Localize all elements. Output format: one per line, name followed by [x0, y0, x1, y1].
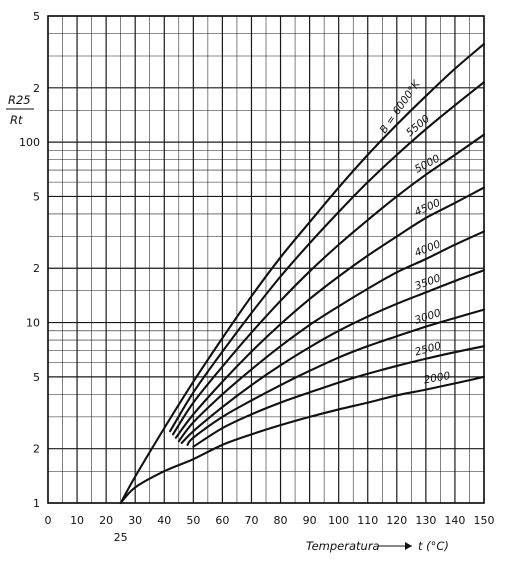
series-label: 5000	[413, 152, 443, 175]
y-tick-label: 10	[26, 317, 40, 330]
y-axis-label: R25 Rt	[6, 93, 34, 127]
x-tick-label: 150	[474, 514, 495, 527]
series-label: 4500	[413, 197, 443, 219]
series-line-5500	[169, 81, 486, 433]
x-tick-label: 20	[99, 514, 113, 527]
x-axis-unit: t (°C)	[418, 539, 449, 553]
x-axis-title: Temperatura t (°C)	[306, 539, 449, 553]
x-tick-label: 30	[128, 514, 142, 527]
y-tick-label: 2	[33, 443, 40, 456]
x-tick-label: 25	[114, 531, 128, 544]
x-tick-label: 100	[328, 514, 349, 527]
x-tick-label: 0	[45, 514, 52, 527]
x-tick-label: 110	[357, 514, 378, 527]
y-tick-label: 2	[33, 262, 40, 275]
x-tick-label: 10	[70, 514, 84, 527]
y-tick-label: 1	[33, 497, 40, 510]
y-axis-label-numerator: R25	[8, 93, 31, 107]
x-axis-arrow-head	[405, 542, 412, 550]
y-tick-label: 2	[33, 82, 40, 95]
y-axis-label-denominator: Rt	[10, 113, 23, 127]
series-line-3500	[180, 269, 486, 445]
x-tick-label: 60	[215, 514, 229, 527]
x-tick-label: 40	[157, 514, 171, 527]
x-tick-label: 70	[244, 514, 258, 527]
x-tick-label: 130	[415, 514, 436, 527]
grid	[47, 15, 485, 504]
x-tick-label: 80	[274, 514, 288, 527]
series-line-4500	[174, 186, 486, 439]
series-line-b-6000-k	[119, 42, 486, 505]
series-line-3000	[186, 308, 486, 446]
x-tick-label: 140	[444, 514, 465, 527]
series-line-2500	[192, 345, 486, 448]
x-tick-label: 120	[386, 514, 407, 527]
plot-frame	[47, 15, 485, 504]
y-tick-label: 100	[19, 136, 40, 149]
series-label: 4000	[413, 238, 443, 259]
y-tick-label: 5	[33, 190, 40, 203]
series-label: 2000	[423, 370, 452, 387]
x-tick-label: 90	[303, 514, 317, 527]
series-line-5000	[171, 133, 486, 436]
series-label: 3500	[413, 272, 443, 293]
curves	[119, 42, 486, 505]
y-tick-label: 5	[33, 371, 40, 384]
y-tick-label: 5	[33, 10, 40, 23]
x-tick-label: 50	[186, 514, 200, 527]
series-line-2000	[119, 375, 486, 505]
series-line-4000	[177, 230, 486, 443]
x-axis-label: Temperatura	[306, 539, 380, 553]
